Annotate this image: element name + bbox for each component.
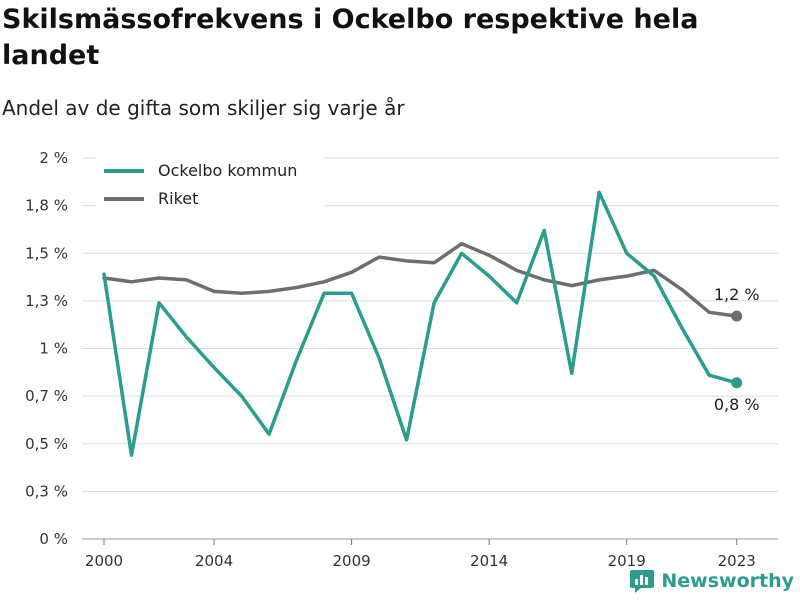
y-tick-label: 2 % (39, 149, 68, 167)
end-label-ockelbo: 0,8 % (714, 395, 760, 414)
x-tick-label: 2000 (85, 552, 123, 570)
newsworthy-logo-icon (630, 570, 655, 593)
newsworthy-logo: Newsworthy (629, 568, 794, 594)
series-line-ockelbo (102, 190, 739, 457)
x-tick-label: 2014 (470, 552, 508, 570)
y-tick-label: 0,5 % (25, 435, 68, 453)
x-tick-label: 2009 (333, 552, 371, 570)
grid-lines (82, 157, 778, 540)
end-labels: 0,8 % 1,2 % (714, 285, 760, 414)
chart-subtitle: Andel av de gifta som skiljer sig varje … (2, 96, 405, 120)
y-tick-label: 0 % (39, 530, 68, 548)
series-line-riket (102, 241, 739, 318)
y-tick-label: 1,3 % (25, 292, 68, 310)
legend: Ockelbo kommun Riket (96, 156, 324, 208)
legend-label-riket: Riket (158, 189, 198, 208)
end-point-riket (731, 310, 743, 322)
newsworthy-logo-text: Newsworthy (661, 570, 794, 592)
x-tick-label: 2004 (195, 552, 233, 570)
end-point-ockelbo (731, 377, 743, 389)
y-tick-label: 1,8 % (25, 197, 68, 215)
legend-label-ockelbo: Ockelbo kommun (158, 161, 297, 180)
chart-title: Skilsmässofrekvens i Ockelbo respektive … (2, 4, 699, 71)
x-tick-label: 2023 (718, 552, 756, 570)
end-label-riket: 1,2 % (714, 285, 760, 304)
axes: 0 % 0,3 % 0,5 % 0,7 % 1 % 1,3 % 1,5 % 1,8 % 2 % 2… (25, 149, 756, 570)
y-tick-label: 0,3 % (25, 482, 68, 500)
y-tick-label: 0,7 % (25, 387, 68, 405)
y-tick-label: 1 % (39, 340, 68, 358)
y-tick-label: 1,5 % (25, 244, 68, 262)
x-tick-label: 2019 (608, 552, 646, 570)
series-lines (102, 190, 739, 457)
